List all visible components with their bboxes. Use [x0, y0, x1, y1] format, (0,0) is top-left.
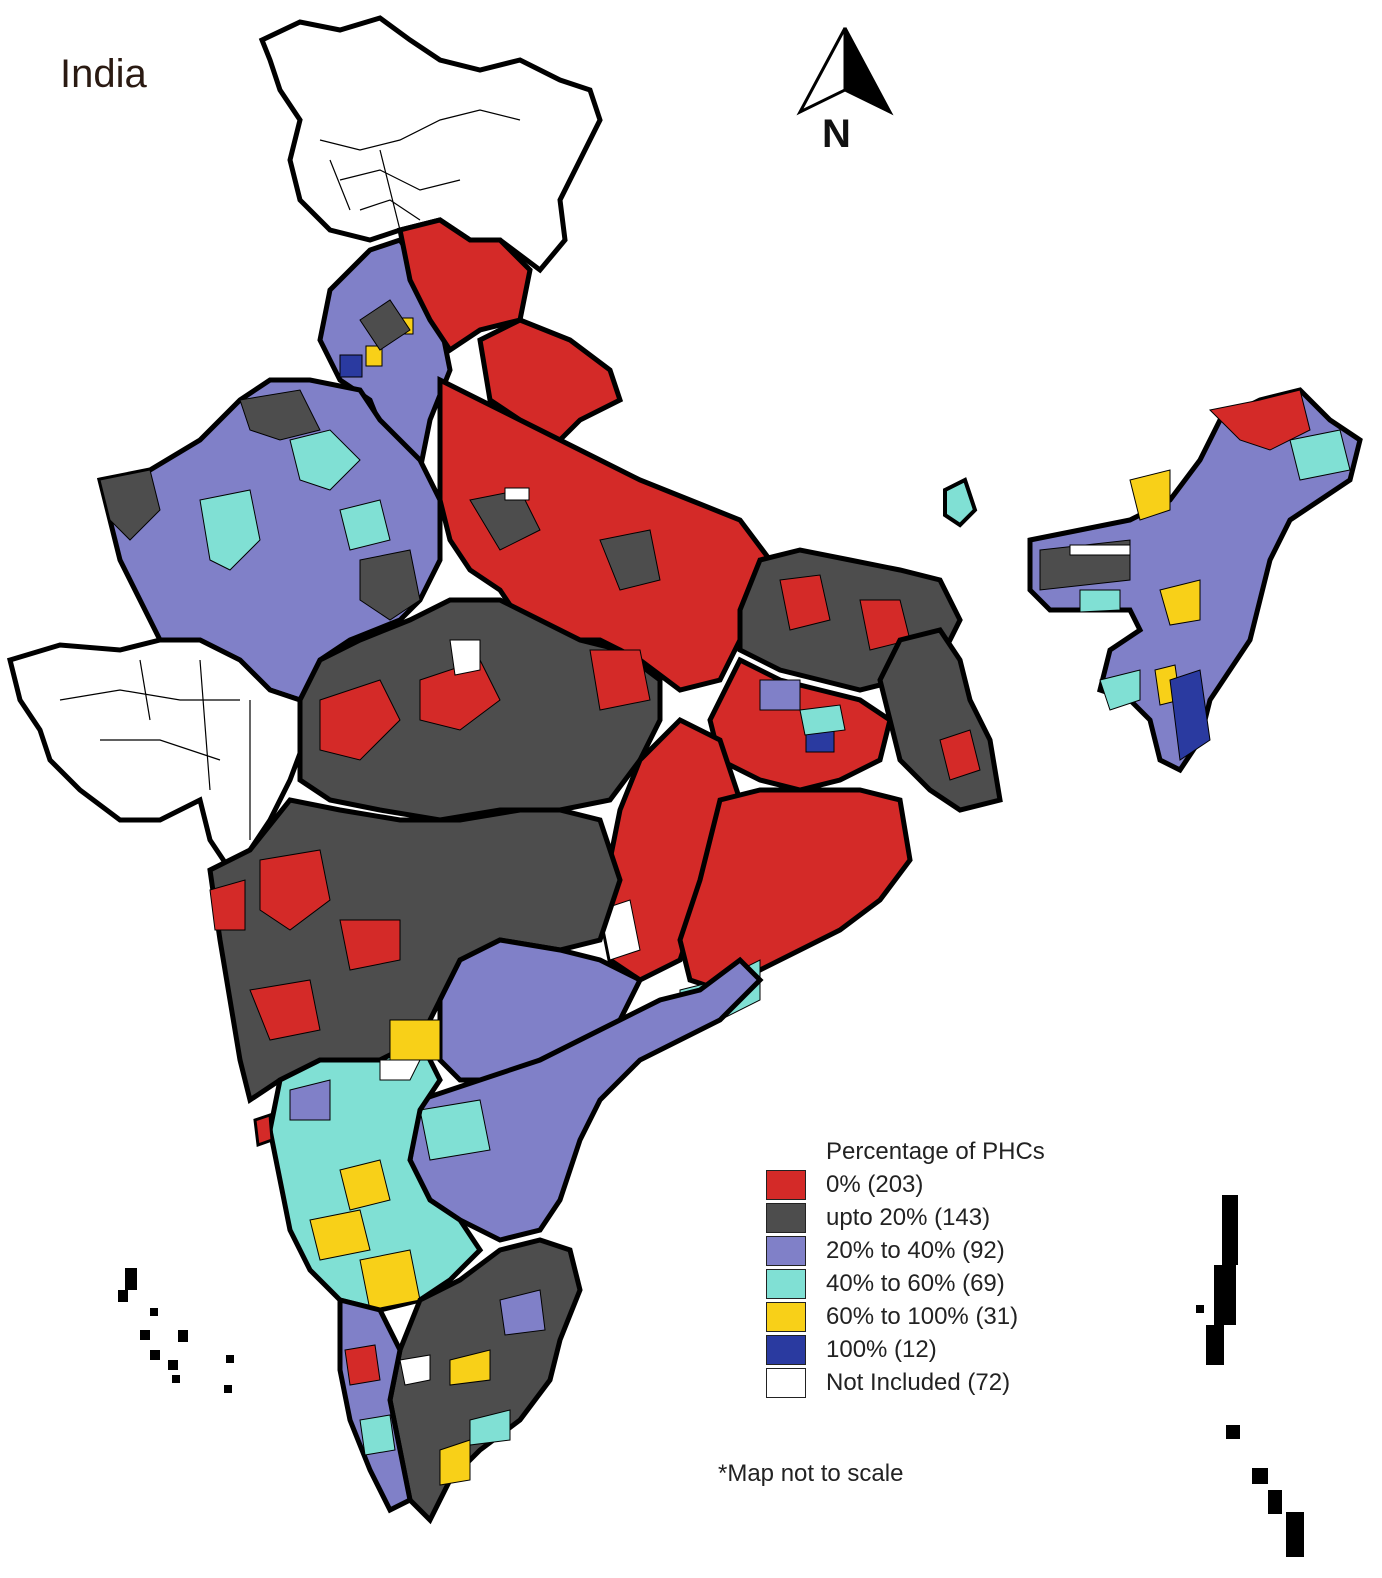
district-blue-karnataka	[289, 1079, 331, 1121]
north-label: N	[822, 112, 851, 156]
map-title: India	[60, 52, 147, 96]
region-sikkim	[943, 477, 978, 528]
region-odisha	[677, 787, 913, 993]
district-yellow-karnataka-4	[359, 1249, 421, 1311]
district-white-karnataka	[379, 1059, 421, 1081]
district-teal-rajasthan-3	[339, 499, 391, 551]
region-andhra	[407, 956, 764, 1243]
district-yellow-ne-2	[1159, 579, 1201, 626]
district-yellow-tn-1	[449, 1349, 491, 1386]
district-yellow-karnataka-1	[389, 1019, 441, 1061]
legend-item: upto 20% (143)	[766, 1201, 1106, 1234]
district-grey-rajasthan-1	[239, 389, 321, 441]
district-yellow-tn-2	[439, 1439, 471, 1486]
district-teal-rajasthan-2	[289, 429, 361, 491]
jk-district-lines	[319, 109, 521, 231]
legend-label: 0% (203)	[826, 1170, 924, 1198]
district-yellow-punjab-2	[365, 345, 383, 367]
legend-swatch	[766, 1334, 806, 1365]
legend-swatch	[766, 1268, 806, 1299]
district-teal-andhra	[419, 1099, 491, 1161]
district-100pct-mizoram	[1169, 669, 1211, 761]
district-blue-jharkhand	[759, 679, 801, 711]
footnote: *Map not to scale	[718, 1460, 904, 1487]
legend-item: 0% (203)	[766, 1168, 1106, 1201]
legend: Percentage of PHCs 0% (203) upto 20% (14…	[766, 1136, 1106, 1399]
district-white-up	[504, 487, 530, 501]
district-red-mh-2	[339, 919, 401, 971]
region-goa	[253, 1112, 274, 1148]
district-yellow-karnataka-3	[309, 1209, 371, 1261]
district-red-mh-4	[209, 879, 246, 931]
region-jammu-kashmir	[258, 15, 603, 274]
district-grey-rajasthan-3	[359, 549, 421, 621]
district-teal-kerala	[359, 1414, 396, 1456]
district-red-wb	[939, 729, 981, 781]
district-white-mp	[449, 639, 481, 676]
legend-item: 40% to 60% (69)	[766, 1267, 1106, 1300]
legend-swatch	[766, 1235, 806, 1266]
district-white-assam	[1069, 544, 1131, 556]
district-grey-up-2	[599, 529, 661, 591]
legend-label: Not Included (72)	[826, 1368, 1011, 1396]
gujarat-district-lines	[59, 659, 251, 840]
district-teal-tripura	[1099, 669, 1141, 711]
district-teal-meghalaya	[1079, 589, 1121, 613]
legend-swatch	[766, 1202, 806, 1233]
district-teal-tn	[469, 1409, 511, 1446]
legend-label: 100% (12)	[826, 1335, 937, 1363]
legend-title: Percentage of PHCs	[826, 1138, 1045, 1165]
legend-swatch	[766, 1301, 806, 1332]
district-red-mh-3	[249, 979, 321, 1041]
district-teal-arunachal	[1289, 429, 1351, 481]
district-red-mh-1	[259, 849, 331, 931]
legend-swatch	[766, 1169, 806, 1200]
district-yellow-karnataka-2	[339, 1159, 391, 1211]
district-teal-jharkhand	[799, 704, 846, 736]
district-grey-punjab	[359, 299, 411, 351]
district-red-mp-3	[589, 649, 651, 711]
district-red-kerala	[344, 1344, 381, 1386]
district-white-tn	[399, 1354, 431, 1386]
lakshadweep-islands	[118, 1268, 234, 1393]
legend-swatch	[766, 1367, 806, 1398]
legend-item: Not Included (72)	[766, 1366, 1106, 1399]
north-arrow-icon	[796, 27, 894, 116]
region-west-bengal	[877, 627, 1003, 813]
district-grey-rajasthan-2	[99, 469, 161, 541]
district-red-arunachal	[1208, 389, 1311, 451]
legend-item: 60% to 100% (31)	[766, 1300, 1106, 1333]
district-100pct-punjab	[339, 354, 363, 378]
legend-label: 20% to 40% (92)	[826, 1236, 1005, 1264]
district-teal-rajasthan-1	[199, 489, 261, 571]
legend-label: 60% to 100% (31)	[826, 1302, 1019, 1330]
legend-label: 40% to 60% (69)	[826, 1269, 1005, 1297]
district-yellow-ne-1	[1129, 469, 1171, 521]
andaman-nicobar-islands	[1196, 1195, 1304, 1557]
legend-item: 100% (12)	[766, 1333, 1106, 1366]
district-red-mp-1	[319, 679, 401, 761]
district-grey-up-1	[469, 489, 541, 551]
district-red-bihar-1	[779, 574, 831, 631]
legend-label: upto 20% (143)	[826, 1203, 991, 1231]
district-blue-tn	[499, 1289, 546, 1336]
legend-item: 20% to 40% (92)	[766, 1234, 1106, 1267]
